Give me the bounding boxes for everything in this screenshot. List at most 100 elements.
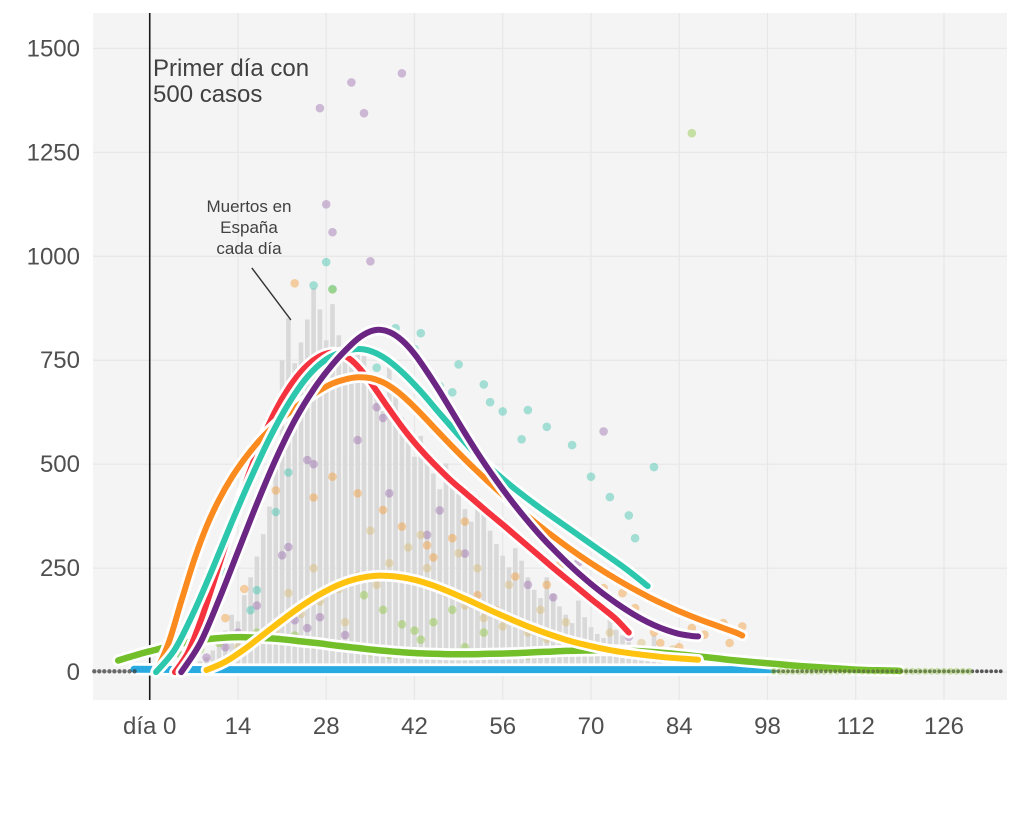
teal-dot — [630, 533, 640, 543]
tail-dark-dots — [923, 669, 927, 674]
tail-dark-dots — [838, 669, 842, 674]
teal-dot — [517, 435, 526, 444]
tan-dot — [637, 638, 646, 648]
purple-dot — [599, 427, 608, 436]
purple-dot — [378, 413, 388, 423]
bar — [513, 548, 518, 673]
y-axis-labels: 0 250 500 750 1000 1250 1500 — [27, 35, 80, 686]
tail-dark-dots — [956, 669, 960, 674]
tail-dark-dots — [979, 669, 984, 674]
tail-dark-dots — [871, 669, 875, 674]
green-dot — [448, 605, 457, 615]
pre-day-zero-dots — [122, 669, 127, 674]
purple-dot — [221, 642, 230, 652]
tail-green-dots — [808, 667, 815, 675]
green-dot — [359, 590, 369, 600]
tail-dark-dots — [814, 669, 819, 674]
x-tick-label: 84 — [666, 713, 693, 740]
tail-green-dots — [883, 667, 891, 675]
tail-green-dots — [770, 667, 778, 675]
tail-green-dots — [934, 667, 942, 675]
bar — [399, 417, 405, 673]
tail-dark-dots — [809, 669, 814, 674]
green-dot — [378, 605, 388, 615]
purple-dot — [548, 593, 558, 602]
curve-purple — [178, 326, 702, 676]
green-dot — [397, 620, 407, 629]
bar — [223, 630, 228, 673]
orange-dot — [353, 489, 363, 498]
green-dot — [687, 128, 697, 138]
orange-dot — [309, 493, 318, 502]
tail-dark-dots — [857, 669, 861, 674]
tail-green-dots — [858, 667, 866, 675]
tail-dark-dots — [819, 669, 823, 674]
purple-dot — [353, 435, 363, 445]
tail-dark-dots — [989, 669, 994, 674]
purple-dot — [359, 108, 369, 118]
bar — [311, 288, 316, 673]
tail-dark-dots — [823, 669, 828, 674]
tail-dark-dots — [975, 669, 979, 674]
tail-dark-dots — [861, 669, 866, 674]
bar — [317, 309, 323, 673]
orange-dot — [422, 541, 432, 550]
pre-day-zero-dots — [92, 669, 97, 674]
bar — [412, 456, 417, 673]
bar — [254, 556, 260, 673]
bar — [292, 363, 297, 673]
y-tick-label: 750 — [40, 347, 80, 374]
teal-dot — [479, 380, 489, 389]
bar — [487, 530, 493, 673]
tail-dark-dots — [866, 669, 871, 674]
tan-dot — [473, 563, 482, 573]
tail-green-dots — [839, 667, 847, 675]
purple-dot — [523, 580, 533, 590]
green-dot — [429, 617, 438, 627]
tail-green-dots — [820, 667, 828, 675]
bar — [260, 534, 266, 673]
tan-dot — [504, 580, 514, 590]
x-axis-labels: día 0 14 28 42 56 70 84 98 112 126 — [123, 713, 964, 740]
orange-dot — [328, 472, 337, 482]
bar — [286, 318, 291, 673]
purple-dot — [284, 542, 293, 552]
pre-day-zero-dots — [97, 669, 102, 674]
tan-dot — [536, 605, 545, 615]
bar — [305, 319, 310, 673]
orange-dot — [460, 517, 470, 526]
orange-dot — [618, 588, 627, 598]
x-tick-label: día 0 — [123, 713, 176, 740]
annotation-pointer-line — [251, 267, 292, 321]
orange-dot — [240, 584, 249, 594]
x-tick-label: 98 — [754, 713, 781, 740]
bar — [349, 362, 354, 673]
tail-green-dots — [846, 667, 853, 675]
tail-green-dots — [965, 667, 973, 675]
orange-dot — [656, 638, 665, 648]
y-tick-label: 1250 — [27, 139, 80, 166]
x-tick-label: 112 — [837, 713, 875, 740]
bar — [475, 496, 480, 673]
tail-dark-dots — [771, 669, 776, 674]
tail-dark-dots — [913, 669, 918, 674]
teal-dot — [605, 492, 615, 502]
tail-dark-dots — [942, 669, 946, 674]
purple-dot — [435, 506, 445, 515]
tail-green-dots — [909, 667, 916, 675]
pre-day-zero-dots — [112, 669, 117, 674]
teal-dot — [372, 363, 382, 373]
teal-dot — [649, 462, 659, 472]
teal-dot — [542, 422, 552, 432]
tail-dark-dots — [951, 669, 956, 674]
country-curves — [112, 324, 906, 678]
tail-dark-dots — [937, 669, 942, 674]
tail-dark-dots — [998, 669, 1003, 674]
tail-dark-dots — [890, 669, 894, 674]
tail-dark-dots — [918, 669, 923, 674]
tail-dark-dots — [833, 669, 838, 674]
purple-dot — [372, 402, 382, 412]
tail-green-dots — [814, 667, 822, 675]
purple-dot — [385, 489, 394, 498]
bar — [632, 648, 638, 673]
